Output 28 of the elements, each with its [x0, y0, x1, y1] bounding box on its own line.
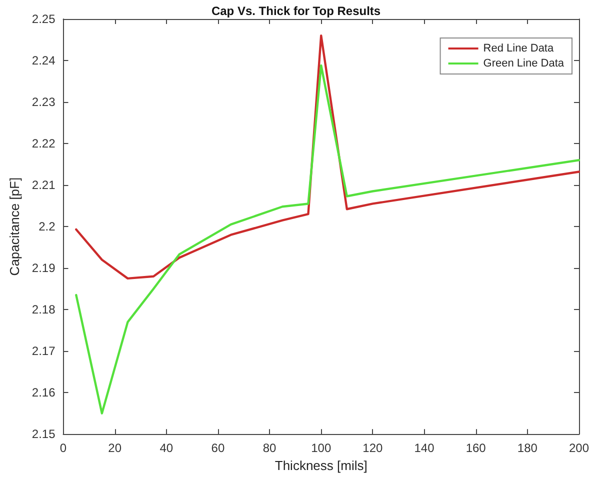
y-axis-title: Capacitance [pF]: [7, 177, 22, 276]
x-tick-label: 160: [466, 441, 486, 456]
x-tick-label: 60: [211, 441, 225, 456]
x-tick-label: 100: [311, 441, 332, 456]
y-tick-label: 2.23: [32, 95, 56, 110]
y-tick-label: 2.19: [32, 261, 56, 276]
y-tick-label: 2.16: [32, 386, 56, 400]
chart-title: Cap Vs. Thick for Top Results: [211, 4, 381, 18]
x-tick-label: 20: [108, 441, 122, 456]
y-tick-label: 2.21: [32, 178, 56, 192]
legend-label: Green Line Data: [483, 58, 565, 70]
x-tick-label: 200: [568, 441, 590, 456]
x-tick-label: 120: [362, 441, 384, 456]
x-tick-label: 0: [60, 441, 67, 456]
y-tick-label: 2.2: [38, 220, 56, 234]
x-tick-label: 180: [517, 441, 538, 456]
x-tick-label: 40: [160, 441, 174, 456]
y-tick-label: 2.17: [32, 344, 56, 358]
x-axis-title: Thickness [mils]: [274, 458, 368, 473]
x-tick-label: 80: [262, 441, 277, 456]
y-tick-label: 2.18: [32, 302, 56, 317]
y-tick-label: 2.24: [32, 54, 56, 68]
y-tick-label: 2.15: [32, 427, 56, 442]
y-tick-label: 2.22: [32, 136, 56, 151]
x-tick-label: 140: [414, 441, 435, 456]
legend-label: Red Line Data: [483, 42, 554, 54]
y-tick-label: 2.25: [32, 12, 56, 26]
line-series: [75, 34, 580, 280]
